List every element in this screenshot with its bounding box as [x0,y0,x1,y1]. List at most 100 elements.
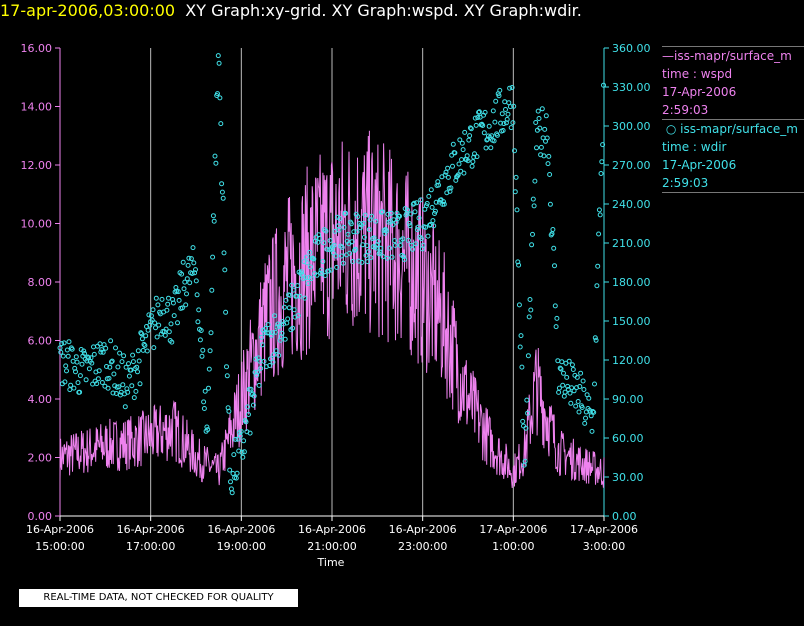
wdir-point [482,109,488,115]
wdir-point [410,246,415,252]
wdir-point [507,104,513,110]
wdir-point [559,359,565,365]
wdir-point [62,379,68,385]
wdir-point [64,347,70,353]
wdir-point [191,260,197,266]
wdir-point [461,170,467,176]
wdir-point [562,389,568,395]
wdir-point [68,382,74,388]
wdir-point [135,369,140,375]
wdir-point [159,296,165,302]
legend-entry-wspd[interactable]: —iss-mapr/surface_m [662,47,804,65]
wdir-point [237,433,243,439]
wdir-point [232,436,238,442]
wdir-point [77,389,83,395]
legend-series-name: iss-mapr/surface_m [680,122,798,136]
wdir-point [343,210,349,216]
wdir-point [315,239,321,245]
wdir-point [95,376,101,382]
wdir-point [81,348,87,354]
wdir-point [274,324,280,330]
wdir-point [498,120,504,126]
legend-var: time : wdir [662,140,727,154]
wdir-point [413,241,419,247]
wdir-point [137,381,143,387]
wdir-point [324,246,330,252]
wdir-point [326,268,331,274]
wdir-point [125,389,131,395]
wdir-point [330,250,336,256]
wdir-point [423,224,429,230]
wdir-point [116,384,122,390]
wdir-point [574,374,580,380]
wdir-point [365,249,371,255]
wdir-point [500,128,506,133]
wdir-point [576,409,582,415]
wdir-point [59,341,65,347]
wdir-point [591,409,597,415]
wdir-point [61,340,67,346]
wdir-point [459,140,465,146]
wdir-point [590,409,596,414]
wdir-point [155,302,161,308]
wdir-point [198,328,204,333]
wdir-point [211,218,217,224]
wdir-point [141,341,147,347]
y-left-tick-label: 6.00 [28,335,53,348]
wdir-point [577,384,583,389]
wdir-point [348,221,354,227]
wdir-point [193,267,198,273]
wdir-point [77,373,83,379]
wdir-point [369,213,375,219]
wdir-point [133,388,139,394]
wdir-point [283,297,289,303]
wdir-point [231,452,237,458]
wdir-point [597,212,603,218]
wdir-point [281,304,287,310]
wdir-point [378,245,384,251]
wdir-point [484,137,490,143]
wdir-point [289,282,295,288]
x-tick-label: 16-Apr-2006 [389,523,457,536]
wdir-point [555,358,561,364]
wdir-point [423,203,429,209]
legend: —iss-mapr/surface_m time : wspd 17-Apr-2… [662,46,804,196]
wdir-point [103,345,109,351]
wdir-point [115,364,121,370]
wdir-point [516,262,522,268]
wdir-point [108,338,114,344]
wdir-point [601,82,606,88]
wdir-point [481,130,487,136]
wdir-point [136,358,142,364]
wdir-point [414,227,420,233]
x-tick-label: 17-Apr-2006 [570,523,638,536]
wdir-point [268,356,273,362]
wdir-point [305,281,311,286]
wdir-point [256,382,262,388]
x-tick-label: 17-Apr-2006 [479,523,547,536]
wdir-point [126,373,132,379]
wdir-point [142,343,148,348]
wdir-point [228,479,233,485]
wdir-point [153,295,159,301]
wdir-point [375,239,381,244]
wdir-point [128,367,134,373]
wdir-point [131,395,137,401]
legend-entry-wdir[interactable]: ○ iss-mapr/surface_m [662,120,804,138]
wdir-point [107,364,113,370]
wdir-point [595,263,601,269]
wdir-point [209,287,215,293]
wdir-point [165,301,171,307]
title-graphs: XY Graph:xy-grid. XY Graph:wspd. XY Grap… [185,1,582,20]
wdir-point [525,353,531,359]
wdir-point [542,126,548,132]
wdir-point [561,393,567,399]
wdir-point [349,239,355,245]
title-timestamp: 17-apr-2006,03:00:00 [0,1,176,20]
wdir-point [552,263,557,269]
wdir-point [514,207,520,213]
wdir-point [255,369,260,375]
legend-date: 17-Apr-2006 [662,158,737,172]
wdir-point [517,344,523,350]
